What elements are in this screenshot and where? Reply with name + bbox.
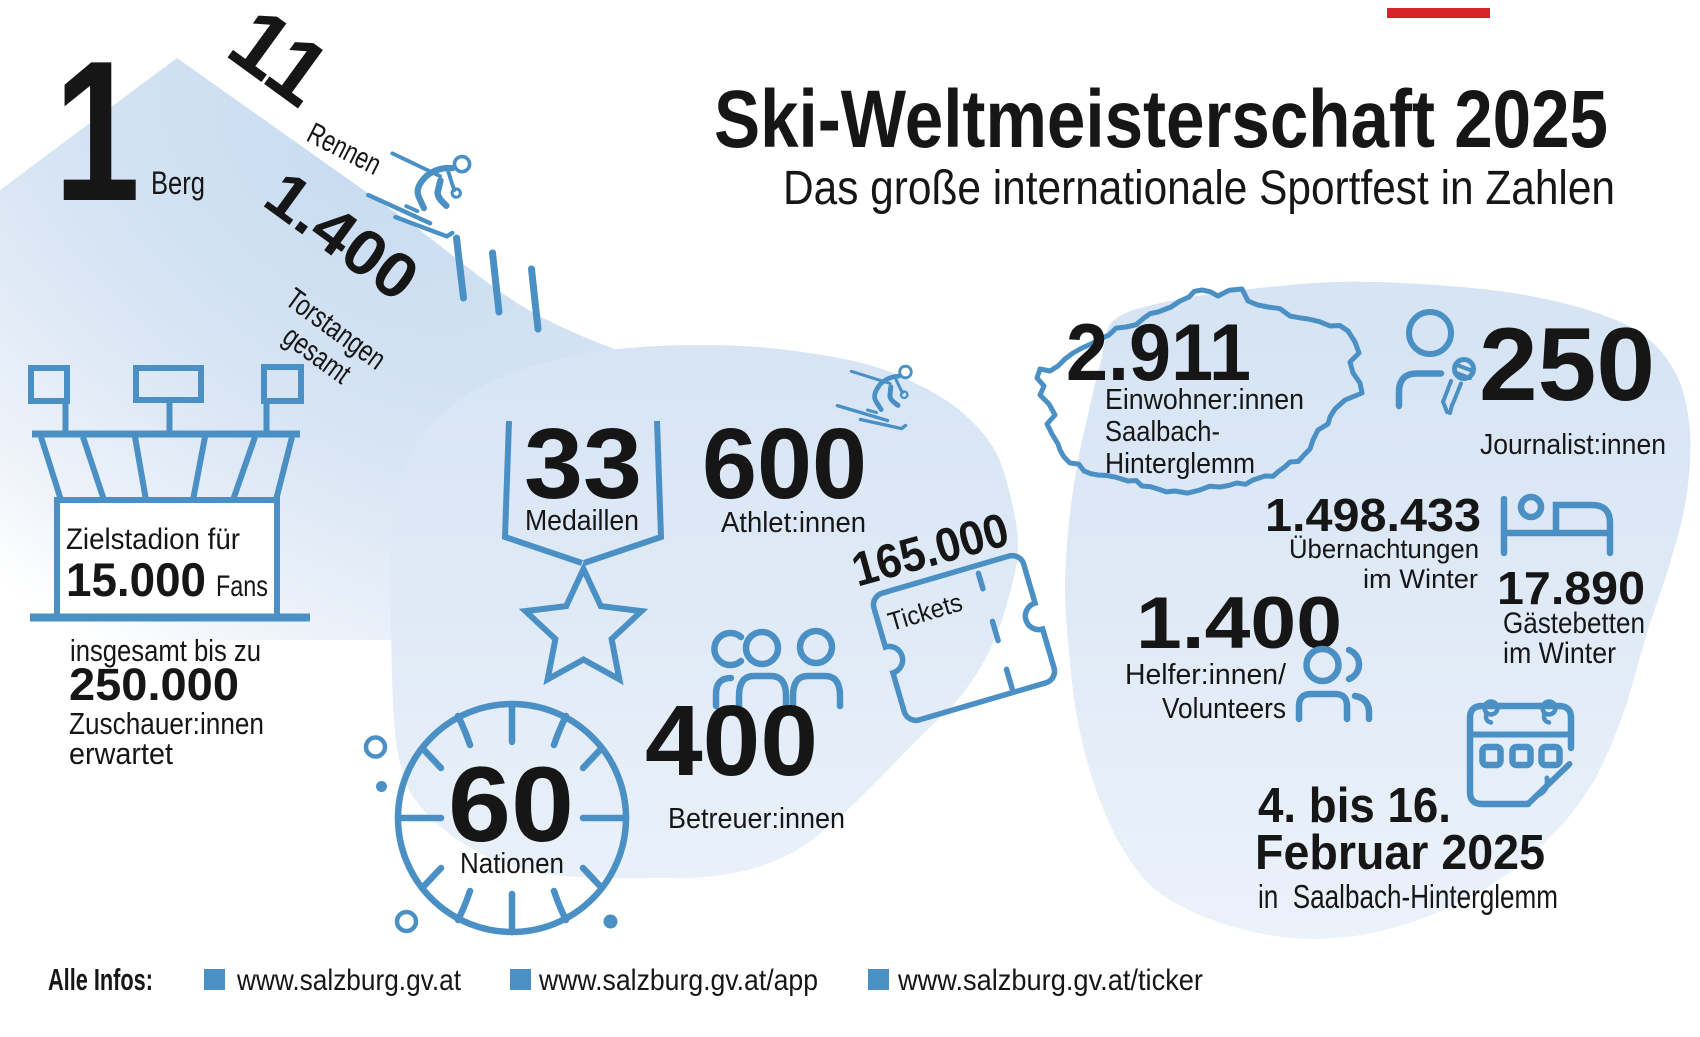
svg-text:Übernachtungen: Übernachtungen [1289,534,1479,564]
svg-text:15.000: 15.000 [66,553,206,606]
svg-text:600: 600 [702,408,867,520]
svg-text:Ski-Weltmeisterschaft 2025: Ski-Weltmeisterschaft 2025 [714,74,1608,165]
svg-text:250.000: 250.000 [69,659,239,710]
svg-text:Zielstadion für: Zielstadion für [66,523,240,556]
svg-text:im Winter: im Winter [1503,637,1616,670]
svg-text:Medaillen: Medaillen [525,505,639,537]
svg-text:250: 250 [1479,307,1655,423]
svg-text:Zuschauer:innen: Zuschauer:innen [69,706,264,741]
svg-text:1.498.433: 1.498.433 [1265,489,1481,541]
svg-text:1: 1 [54,20,140,243]
svg-text:60: 60 [448,744,574,864]
svg-text:www.salzburg.gv.at/ticker: www.salzburg.gv.at/ticker [897,964,1203,997]
svg-text:1.400: 1.400 [1136,583,1342,664]
svg-text:4. bis 16.: 4. bis 16. [1258,779,1451,833]
svg-text:Betreuer:innen: Betreuer:innen [668,803,845,835]
svg-text:www.salzburg.gv.at: www.salzburg.gv.at [236,964,461,997]
svg-text:Volunteers: Volunteers [1162,693,1286,725]
svg-text:in Saalbach-Hinterglemm: in Saalbach-Hinterglemm [1258,878,1558,915]
svg-text:Einwohner:innen: Einwohner:innen [1105,384,1304,416]
svg-text:insgesamt bis zu: insgesamt bis zu [70,633,261,668]
svg-text:2.911: 2.911 [1066,308,1251,398]
svg-text:17.890: 17.890 [1497,562,1645,614]
svg-text:Helfer:innen/: Helfer:innen/ [1125,659,1287,691]
svg-text:Athlet:innen: Athlet:innen [721,507,866,539]
svg-text:Das große internationale Sport: Das große internationale Sportfest in Za… [783,162,1615,215]
svg-text:Fans: Fans [216,570,268,603]
svg-text:Nationen: Nationen [460,848,564,880]
svg-text:Saalbach-: Saalbach- [1105,416,1220,448]
svg-text:Februar 2025: Februar 2025 [1255,826,1545,880]
svg-text:Berg: Berg [151,165,205,201]
svg-text:Alle Infos:: Alle Infos: [48,962,153,997]
svg-text:400: 400 [645,685,818,797]
svg-text:www.salzburg.gv.at/app: www.salzburg.gv.at/app [538,964,818,997]
svg-text:Hinterglemm: Hinterglemm [1105,448,1255,480]
svg-text:erwartet: erwartet [69,736,173,771]
svg-text:Gästebetten: Gästebetten [1503,607,1645,640]
svg-text:33: 33 [524,408,642,520]
svg-text:Journalist:innen: Journalist:innen [1480,429,1666,461]
svg-text:im Winter: im Winter [1363,564,1478,594]
